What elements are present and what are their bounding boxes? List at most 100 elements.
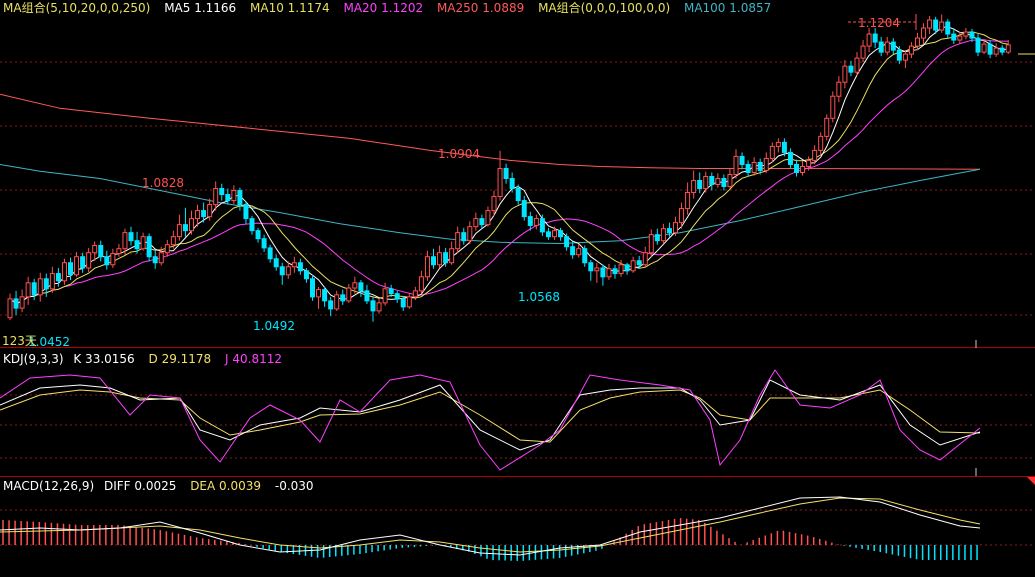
candle-body-73 <box>449 248 455 264</box>
candle-body-134 <box>818 135 824 151</box>
ma5-line <box>9 26 1009 305</box>
candle-body-11 <box>74 256 80 276</box>
candle-body-77 <box>473 218 479 228</box>
candle-body-60 <box>370 300 376 312</box>
candle-body-80 <box>491 196 497 212</box>
candle-body-85 <box>521 200 527 218</box>
candle-body-21 <box>134 240 140 250</box>
candle-body-100 <box>612 268 618 275</box>
candle-body-6 <box>43 278 49 290</box>
candle-body-126 <box>769 145 775 159</box>
candle-body-117 <box>715 177 721 186</box>
candle-body-129 <box>787 151 793 165</box>
candle-body-42 <box>261 238 267 249</box>
candle-body-16 <box>104 256 110 266</box>
candle-body-38 <box>237 190 243 206</box>
candle-body-94 <box>576 248 582 256</box>
candle-body-130 <box>794 163 799 173</box>
candle-body-142 <box>866 33 872 47</box>
candle-body-68 <box>418 276 424 292</box>
candle-body-79 <box>485 210 491 226</box>
candle-body-165 <box>1005 44 1011 53</box>
candle-body-56 <box>346 287 352 302</box>
candle-body-4 <box>31 282 37 296</box>
corner-marker <box>1027 477 1035 485</box>
candle-body-45 <box>279 266 285 276</box>
candle-body-54 <box>334 294 340 310</box>
candle-body-27 <box>170 236 176 246</box>
candle-body-48 <box>297 262 303 272</box>
candle-body-59 <box>364 290 370 302</box>
candle-body-93 <box>570 246 576 256</box>
ma-group2-label: MA组合(0,0,0,100,0,0) <box>538 1 671 15</box>
candle-body-99 <box>606 268 612 278</box>
candle-body-14 <box>92 244 98 254</box>
candle-body-32 <box>201 210 207 218</box>
candle-body-132 <box>806 159 812 167</box>
candle-body-23 <box>146 236 152 258</box>
candle-body-102 <box>624 264 630 272</box>
candle-body-131 <box>800 165 806 173</box>
candle-body-128 <box>781 141 787 153</box>
low-label-3: 1.0568 <box>518 290 560 304</box>
candle-body-155 <box>945 21 951 35</box>
candle-body-43 <box>267 247 273 260</box>
candle-body-154 <box>939 21 945 31</box>
candle-body-46 <box>285 266 291 276</box>
candle-body-138 <box>842 65 848 83</box>
candle-body-161 <box>981 43 987 53</box>
candle-body-76 <box>467 226 473 242</box>
candle-body-22 <box>140 236 146 250</box>
candle-body-75 <box>461 232 467 242</box>
candle-body-31 <box>195 210 201 220</box>
candle-body-163 <box>993 47 999 55</box>
macd-legend: MACD(12,26,9) DIFF 0.0025 DEA 0.0039 -0.… <box>3 479 324 493</box>
candle-body-25 <box>158 252 164 264</box>
candle-body-29 <box>182 224 188 232</box>
candle-body-110 <box>673 222 678 234</box>
candle-body-3 <box>25 282 31 298</box>
candle-body-135 <box>824 117 830 137</box>
candle-body-107 <box>654 234 660 242</box>
candle-body-95 <box>582 248 588 264</box>
candle-body-28 <box>176 224 182 238</box>
candle-body-57 <box>352 282 358 289</box>
candle-body-143 <box>872 33 878 43</box>
ma250-line <box>0 93 981 170</box>
candle-body-74 <box>455 232 461 250</box>
macd-hist-value: -0.030 <box>274 479 314 493</box>
candle-body-2 <box>19 296 25 309</box>
candle-body-17 <box>110 253 116 266</box>
candle-body-87 <box>533 218 539 226</box>
candle-body-65 <box>400 298 406 308</box>
candle-body-140 <box>854 57 860 73</box>
candle-body-41 <box>255 230 261 240</box>
kdj-d-line <box>0 389 981 443</box>
candle-body-139 <box>848 65 854 73</box>
candle-body-49 <box>303 270 309 280</box>
candle-body-145 <box>884 41 890 53</box>
candle-body-52 <box>322 289 328 302</box>
candle-body-151 <box>921 27 927 39</box>
kdj-name: KDJ(9,3,3) <box>3 352 64 366</box>
candle-body-40 <box>249 218 255 232</box>
candle-body-127 <box>775 141 781 147</box>
candle-body-47 <box>291 262 297 268</box>
candle-body-105 <box>642 252 648 266</box>
candle-body-147 <box>896 49 902 61</box>
candle-body-125 <box>763 157 769 171</box>
candle-body-8 <box>55 273 61 282</box>
candle-body-158 <box>963 31 969 37</box>
candle-body-118 <box>721 177 727 188</box>
candle-body-24 <box>152 256 158 264</box>
candle-body-10 <box>68 262 73 276</box>
candle-body-146 <box>890 41 896 51</box>
ma10-value: MA10 1.1174 <box>250 1 330 15</box>
high-label-1: 1.0828 <box>142 176 184 190</box>
candle-body-12 <box>80 256 86 269</box>
candle-body-113 <box>691 180 697 194</box>
ma20-value: MA20 1.1202 <box>343 1 424 15</box>
candle-body-0 <box>7 298 13 319</box>
kdj-k-line <box>0 379 981 451</box>
